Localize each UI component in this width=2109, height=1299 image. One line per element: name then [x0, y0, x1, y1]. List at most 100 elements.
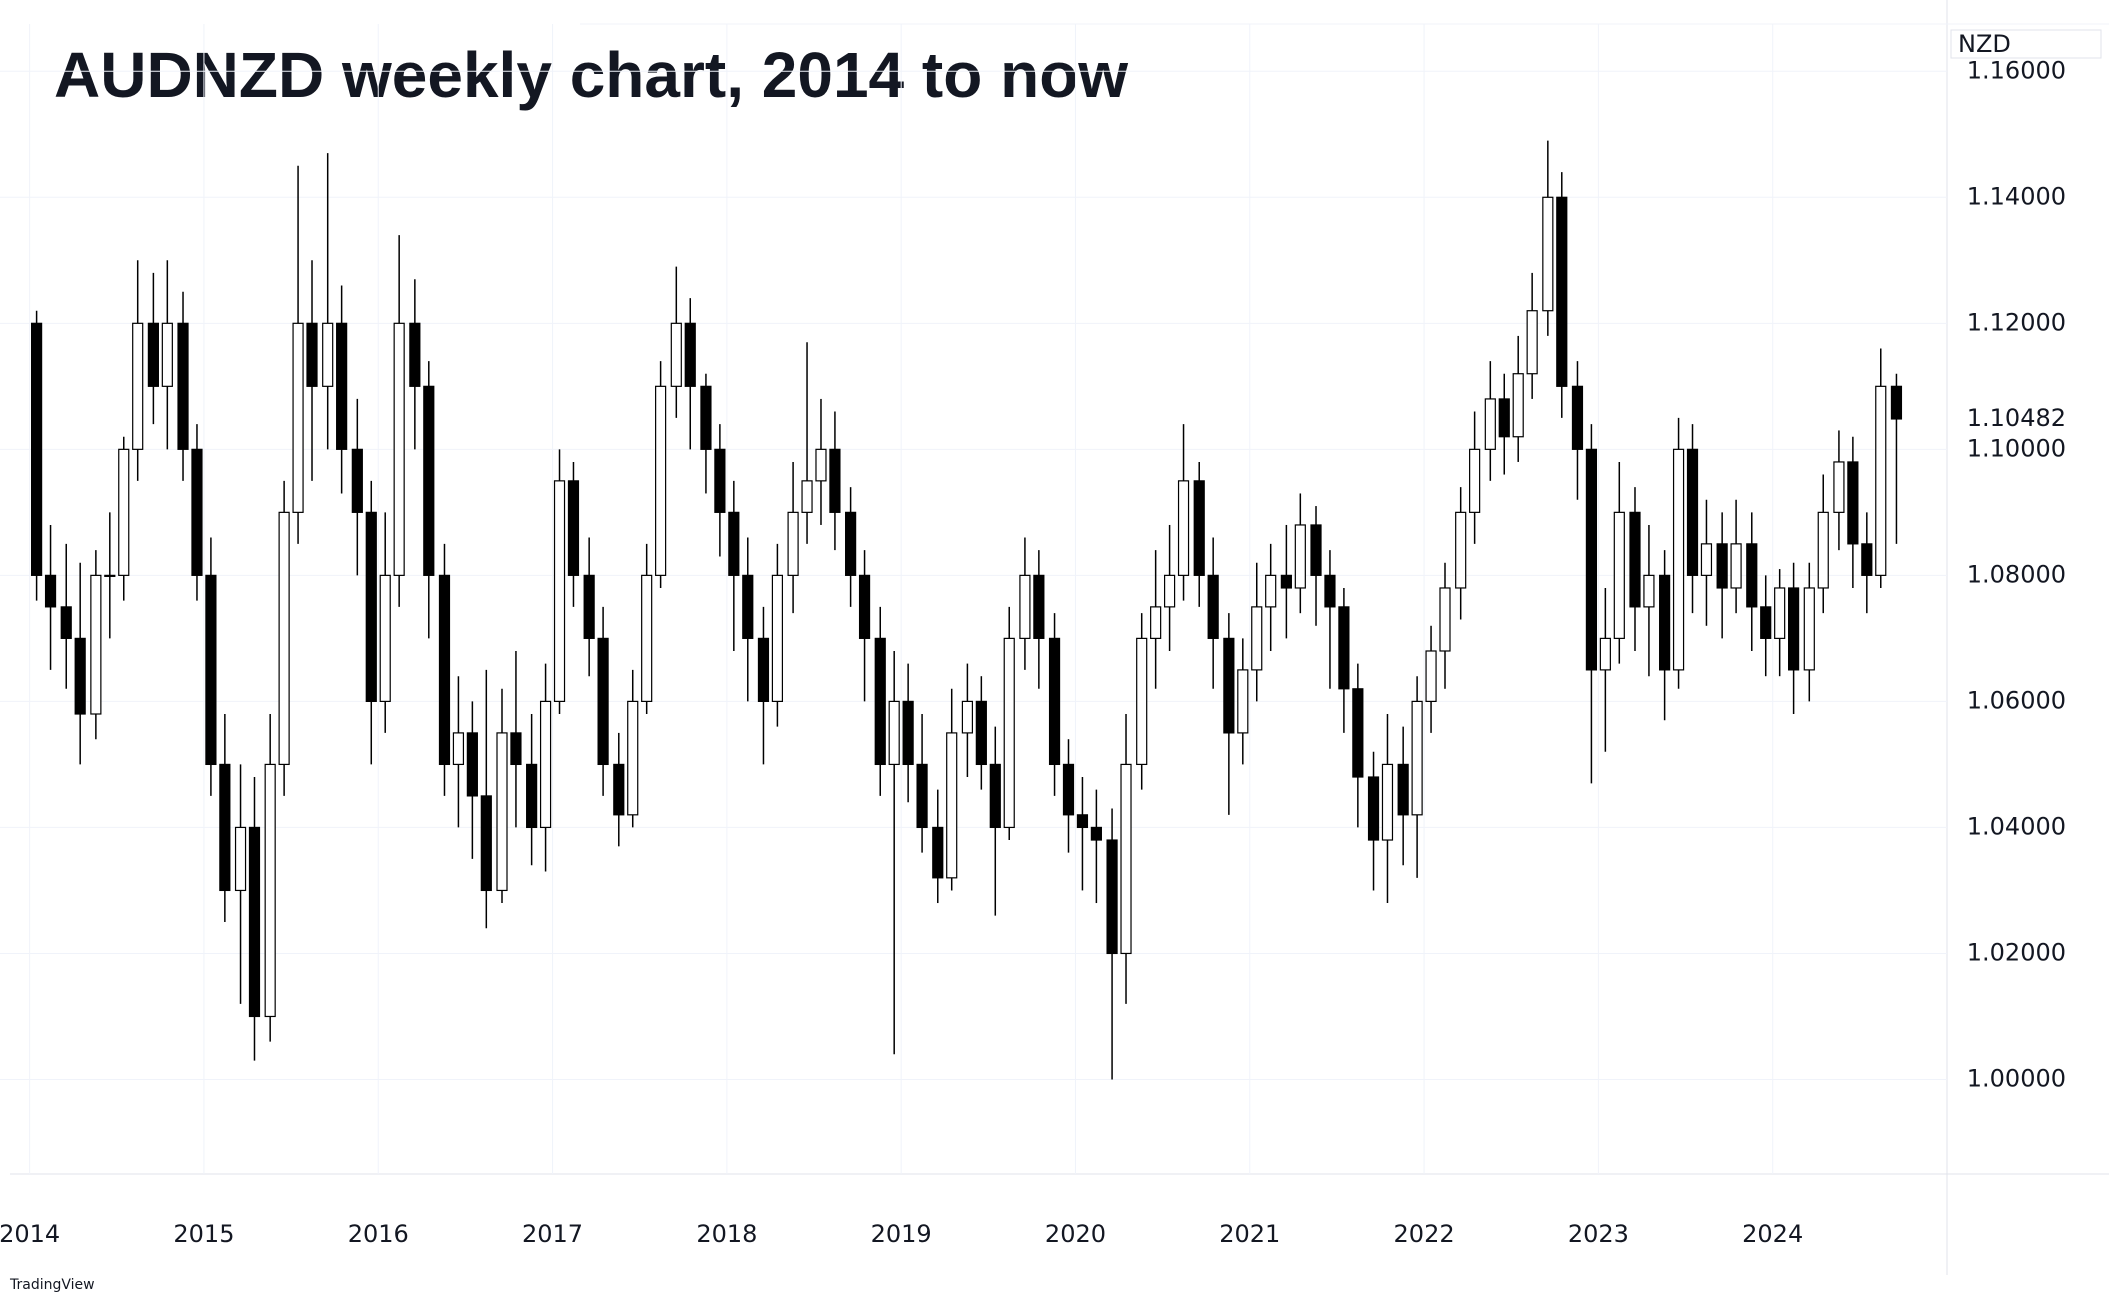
- candle-body: [567, 480, 580, 576]
- candle-body: [1338, 606, 1350, 690]
- y-tick-label: 1.02000: [1967, 938, 2066, 966]
- candle-body: [613, 763, 625, 816]
- candle-body: [1062, 763, 1075, 816]
- candle-body: [1686, 448, 1699, 576]
- candle-body: [379, 574, 391, 702]
- candle-body: [1106, 839, 1118, 955]
- candle-body: [351, 448, 363, 513]
- candle-body: [1730, 543, 1742, 589]
- candle-body: [292, 322, 304, 513]
- candle-body: [1833, 461, 1845, 513]
- x-tick-label: 2016: [348, 1220, 409, 1248]
- candle-body: [1585, 448, 1598, 671]
- candle-body: [1613, 511, 1625, 639]
- candle-body: [1425, 650, 1437, 702]
- candle-body: [1003, 637, 1015, 829]
- candle-body: [1542, 196, 1554, 312]
- candle-body: [932, 826, 944, 879]
- candle-body: [1019, 574, 1031, 639]
- candle-body: [1498, 398, 1510, 438]
- candle-body: [1861, 543, 1873, 576]
- x-tick-label: 2014: [0, 1220, 60, 1248]
- candle-body: [1599, 637, 1611, 671]
- candle-body: [1381, 763, 1394, 841]
- candle-body: [526, 763, 538, 829]
- candle-body: [1251, 606, 1263, 671]
- candle-body: [118, 448, 130, 576]
- candle-body: [480, 795, 492, 892]
- candle-body: [278, 511, 290, 766]
- x-tick-label: 2018: [696, 1220, 757, 1248]
- candle-body: [1469, 448, 1481, 513]
- candle-body: [655, 385, 667, 576]
- candle-body: [1817, 511, 1829, 589]
- x-tick-label: 2022: [1394, 1220, 1455, 1248]
- candle-body: [815, 448, 827, 482]
- candle-body: [452, 732, 465, 766]
- candle-body: [393, 322, 405, 576]
- y-tick-label: 1.10000: [1967, 434, 2066, 462]
- candle-body: [423, 385, 435, 576]
- candle-body: [1223, 637, 1235, 734]
- candle-body: [1411, 700, 1423, 816]
- candle-body: [845, 511, 857, 576]
- candle-body: [946, 732, 958, 879]
- candle-body: [714, 448, 726, 513]
- candle-body: [1163, 574, 1176, 608]
- candle-body: [191, 448, 203, 576]
- candle-body: [1048, 637, 1061, 766]
- candle-body: [627, 700, 639, 816]
- candle-body: [1076, 814, 1089, 829]
- candle-body: [742, 574, 754, 639]
- candle-body: [496, 732, 508, 892]
- candle-body: [1803, 587, 1815, 671]
- candle-body: [1439, 587, 1451, 652]
- candle-body: [147, 322, 159, 387]
- candle-body: [1207, 574, 1219, 639]
- candle-body: [322, 322, 334, 387]
- candle-body: [1367, 776, 1380, 841]
- candle-body: [1700, 543, 1713, 576]
- candle-body: [336, 322, 348, 450]
- currency-box: [1950, 29, 2102, 59]
- candle-body: [641, 574, 653, 702]
- candle-body: [1324, 574, 1336, 608]
- x-tick-label: 2019: [871, 1220, 932, 1248]
- candle-body: [1177, 480, 1190, 576]
- candle-body: [466, 732, 478, 797]
- y-tick-label: 1.06000: [1967, 686, 2066, 714]
- candle-body: [31, 322, 43, 576]
- candle-body: [1774, 587, 1786, 639]
- candle-body: [670, 322, 682, 387]
- candle-body: [264, 763, 276, 1018]
- x-tick-label: 2024: [1742, 1220, 1803, 1248]
- watermark: TradingView: [9, 1277, 95, 1293]
- candle-body: [553, 480, 566, 702]
- candle-body: [1847, 461, 1859, 545]
- candle-body: [60, 606, 72, 639]
- candle-body: [1484, 398, 1496, 450]
- candle-body: [989, 763, 1001, 829]
- candle-body: [234, 826, 247, 892]
- candle-body: [684, 322, 696, 387]
- x-tick-label: 2017: [522, 1220, 583, 1248]
- candle-body: [888, 700, 900, 766]
- candle-body: [365, 511, 377, 702]
- candle-body: [728, 511, 740, 576]
- chart-title: AUDNZD weekly chart, 2014 to now: [54, 39, 1128, 111]
- y-tick-label: 1.04000: [1967, 812, 2066, 840]
- candle-body: [1294, 524, 1306, 589]
- candle-body: [1280, 574, 1292, 589]
- y-tick-label: 1.00000: [1967, 1064, 2066, 1092]
- x-tick-label: 2021: [1219, 1220, 1280, 1248]
- candle-body: [975, 700, 987, 766]
- candle-body: [510, 732, 522, 766]
- candle-body: [1136, 637, 1148, 766]
- candle-body: [1033, 574, 1045, 639]
- candle-body: [916, 763, 928, 829]
- candle-body: [1672, 448, 1685, 671]
- y-tick-label: 1.16000: [1967, 56, 2066, 84]
- candle-body: [1890, 385, 1903, 420]
- candle-body: [219, 763, 231, 892]
